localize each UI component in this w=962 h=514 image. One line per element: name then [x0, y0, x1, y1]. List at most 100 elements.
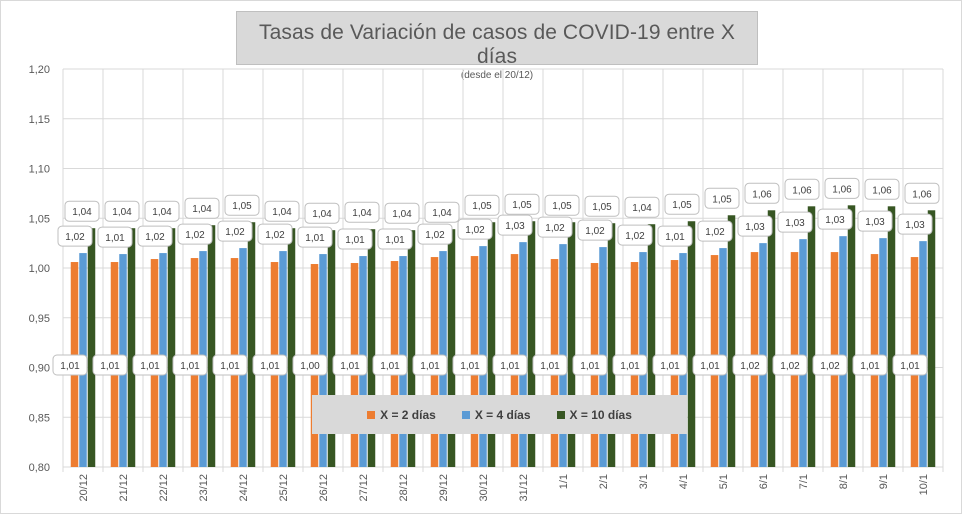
bar — [919, 241, 927, 467]
data-label-box — [504, 193, 540, 215]
x-tick-label: 20/12 — [78, 474, 90, 502]
data-label-box — [412, 354, 448, 376]
data-label: 1,01 — [860, 361, 880, 372]
data-label-box — [497, 214, 533, 236]
data-label: 1,02 — [225, 227, 245, 238]
x-tick-label: 30/12 — [478, 474, 490, 502]
data-label-box — [852, 354, 888, 376]
data-label-box — [372, 354, 408, 376]
data-label-box — [224, 194, 260, 216]
data-label: 1,03 — [905, 220, 925, 231]
data-label-box — [144, 200, 180, 222]
x-tick-label: 6/1 — [758, 474, 770, 489]
data-label: 1,02 — [585, 226, 605, 237]
x-tick-label: 9/1 — [878, 474, 890, 489]
data-label: 1,06 — [872, 185, 892, 196]
data-label: 1,05 — [712, 194, 732, 205]
x-tick-label: 25/12 — [278, 474, 290, 502]
y-tick-label: 1,00 — [29, 263, 50, 275]
bar — [887, 206, 896, 467]
data-label: 1,01 — [260, 361, 280, 372]
data-label: 1,02 — [425, 230, 445, 241]
data-label-box — [304, 202, 340, 224]
data-label-box — [652, 354, 688, 376]
data-label: 1,03 — [785, 218, 805, 229]
data-label-box — [657, 225, 693, 247]
x-tick-label: 5/1 — [718, 474, 730, 489]
data-label-box — [864, 178, 900, 200]
data-label: 1,04 — [632, 203, 652, 214]
y-tick-label: 1,15 — [29, 114, 50, 126]
data-label-box — [817, 208, 853, 230]
x-tick-label: 2/1 — [598, 474, 610, 489]
data-label: 1,02 — [465, 225, 485, 236]
x-tick-label: 23/12 — [198, 474, 210, 502]
data-label-box — [584, 195, 620, 217]
data-label-box — [784, 178, 820, 200]
data-label-box — [452, 354, 488, 376]
bar — [879, 238, 887, 467]
data-label-box — [537, 216, 573, 238]
bar — [767, 210, 776, 468]
data-label: 1,05 — [232, 201, 252, 212]
data-label-box — [704, 187, 740, 209]
data-label-box — [572, 354, 608, 376]
bar — [367, 229, 376, 467]
data-label-box — [544, 194, 580, 216]
data-label-box — [252, 354, 288, 376]
data-label: 1,06 — [912, 189, 932, 200]
data-label: 1,01 — [220, 361, 240, 372]
data-label-box — [577, 219, 613, 241]
data-label: 1,01 — [700, 361, 720, 372]
data-label-box — [264, 200, 300, 222]
data-label-box — [292, 354, 328, 376]
data-label: 1,01 — [500, 361, 520, 372]
data-label: 1,01 — [420, 361, 440, 372]
data-label: 1,04 — [72, 207, 92, 218]
data-label-box — [857, 210, 893, 232]
data-label: 1,04 — [352, 208, 372, 219]
data-label-box — [772, 354, 808, 376]
data-label-box — [104, 200, 140, 222]
y-tick-label: 1,10 — [29, 164, 50, 176]
data-label-box — [137, 225, 173, 247]
bar — [447, 229, 456, 467]
data-label-box — [132, 354, 168, 376]
data-label-box — [812, 354, 848, 376]
bar — [287, 228, 296, 467]
legend-swatch-x10 — [556, 410, 565, 419]
data-label: 1,02 — [265, 230, 285, 241]
data-label-box — [384, 202, 420, 224]
data-label: 1,05 — [472, 201, 492, 212]
data-label-box — [492, 354, 528, 376]
data-label-box — [824, 177, 860, 199]
x-tick-label: 22/12 — [158, 474, 170, 502]
data-label: 1,00 — [300, 361, 320, 372]
data-label: 1,02 — [145, 232, 165, 243]
x-tick-label: 3/1 — [638, 474, 650, 489]
bar — [607, 223, 616, 467]
data-label-box — [744, 182, 780, 204]
data-label-box — [897, 213, 933, 235]
chart-title-box: Tasas de Variación de casos de COVID-19 … — [236, 11, 758, 81]
data-label: 1,03 — [825, 215, 845, 226]
x-tick-label: 4/1 — [678, 474, 690, 489]
x-tick-label: 28/12 — [398, 474, 410, 502]
data-label-box — [617, 224, 653, 246]
data-label-box — [92, 354, 128, 376]
bar — [407, 230, 416, 467]
data-label-box — [337, 228, 373, 250]
y-tick-label: 0,95 — [29, 313, 50, 325]
bar — [527, 221, 536, 467]
data-label-box — [344, 201, 380, 223]
x-tick-label: 10/1 — [918, 474, 930, 495]
data-label: 1,04 — [112, 207, 132, 218]
data-label-box — [332, 354, 368, 376]
legend-item-x2: X = 2 días — [367, 408, 436, 422]
data-label-box — [417, 223, 453, 245]
data-label: 1,03 — [865, 217, 885, 228]
data-label: 1,04 — [432, 208, 452, 219]
bar — [167, 228, 176, 467]
bar — [247, 222, 256, 467]
data-label-box — [892, 354, 928, 376]
